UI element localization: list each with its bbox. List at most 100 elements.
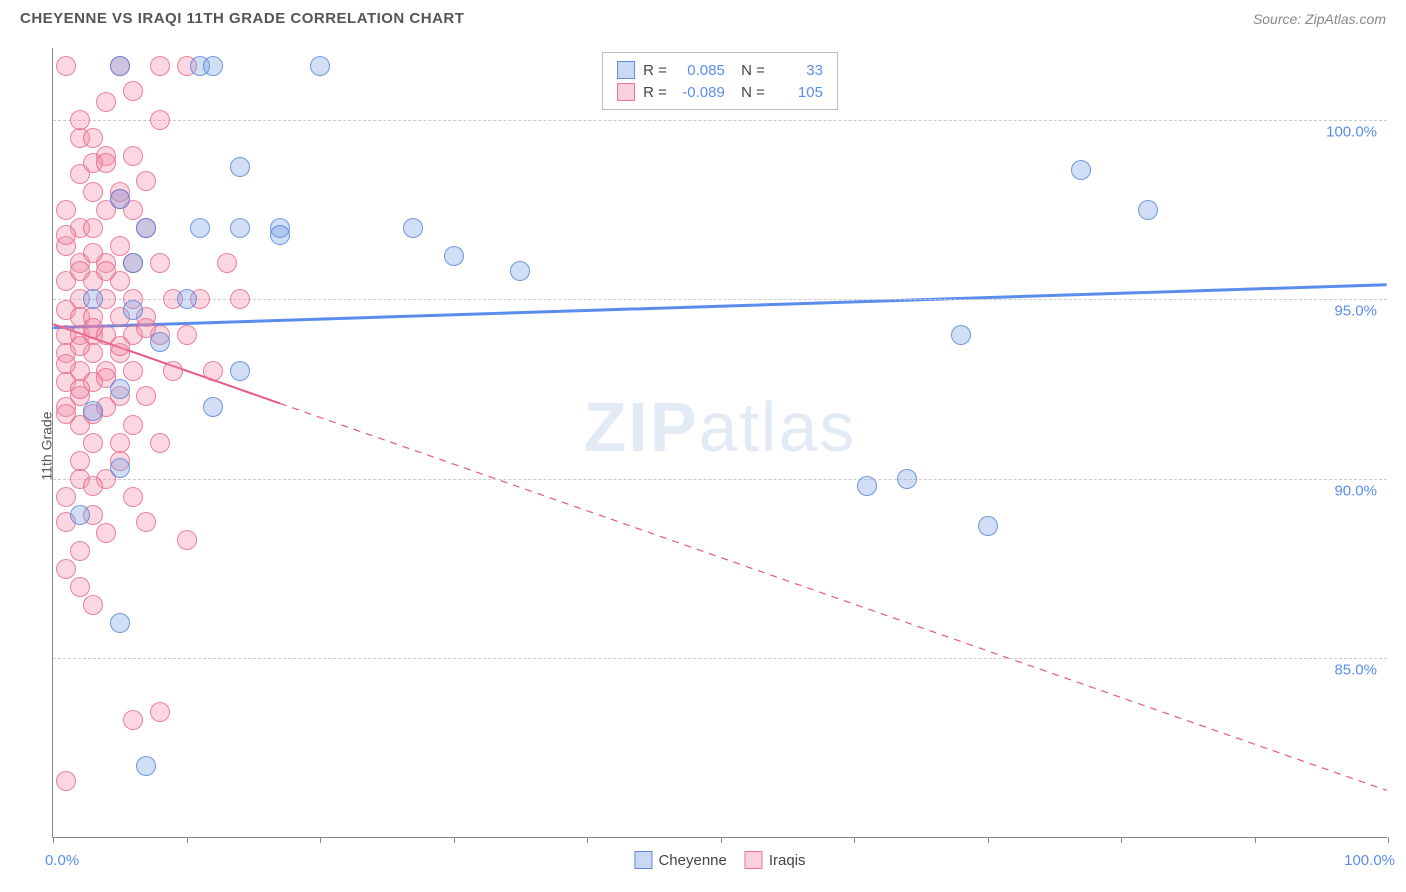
source-label: Source: ZipAtlas.com [1253, 11, 1386, 27]
data-point [70, 110, 90, 130]
data-point [136, 756, 156, 776]
y-tick-label: 85.0% [1334, 662, 1377, 679]
data-point [857, 476, 877, 496]
legend-item: Iraqis [745, 851, 806, 869]
x-tick-label: 0.0% [45, 852, 79, 869]
legend-stat-row: R = -0.089 N = 105 [617, 81, 823, 103]
n-label: N = [733, 84, 765, 101]
legend-swatch [745, 851, 763, 869]
data-point [897, 469, 917, 489]
data-point [123, 300, 143, 320]
r-value: -0.089 [675, 84, 725, 101]
data-point [190, 218, 210, 238]
data-point [136, 512, 156, 532]
data-point [96, 92, 116, 112]
x-tick [1255, 837, 1256, 843]
gridline [53, 479, 1387, 480]
data-point [83, 243, 103, 263]
y-tick-label: 90.0% [1334, 482, 1377, 499]
data-point [123, 81, 143, 101]
data-point [83, 433, 103, 453]
data-point [56, 200, 76, 220]
x-tick [53, 837, 54, 843]
legend-label: Cheyenne [658, 852, 726, 869]
data-point [56, 225, 76, 245]
data-point [951, 325, 971, 345]
data-point [110, 613, 130, 633]
data-point [230, 361, 250, 381]
legend-item: Cheyenne [634, 851, 726, 869]
data-point [203, 56, 223, 76]
legend-swatch [617, 83, 635, 101]
legend-stat-row: R = 0.085 N = 33 [617, 59, 823, 81]
r-label: R = [643, 62, 667, 79]
data-point [70, 261, 90, 281]
data-point [1071, 160, 1091, 180]
data-point [150, 332, 170, 352]
data-point [163, 361, 183, 381]
data-point [83, 128, 103, 148]
x-tick [988, 837, 989, 843]
r-label: R = [643, 84, 667, 101]
data-point [123, 487, 143, 507]
data-point [56, 559, 76, 579]
data-point [110, 189, 130, 209]
data-point [56, 404, 76, 424]
x-tick [454, 837, 455, 843]
data-point [83, 401, 103, 421]
data-point [217, 253, 237, 273]
data-point [310, 56, 330, 76]
data-point [70, 577, 90, 597]
data-point [123, 710, 143, 730]
data-point [177, 325, 197, 345]
x-tick [587, 837, 588, 843]
data-point [56, 56, 76, 76]
data-point [136, 218, 156, 238]
data-point [110, 56, 130, 76]
x-tick [320, 837, 321, 843]
data-point [123, 253, 143, 273]
data-point [270, 225, 290, 245]
data-point [510, 261, 530, 281]
n-label: N = [733, 62, 765, 79]
data-point [123, 146, 143, 166]
data-point [150, 110, 170, 130]
legend-label: Iraqis [769, 852, 806, 869]
y-tick-label: 100.0% [1326, 123, 1377, 140]
data-point [203, 397, 223, 417]
data-point [177, 289, 197, 309]
gridline [53, 299, 1387, 300]
data-point [203, 361, 223, 381]
data-point [230, 289, 250, 309]
data-point [70, 379, 90, 399]
data-point [56, 487, 76, 507]
r-value: 0.085 [675, 62, 725, 79]
data-point [230, 157, 250, 177]
legend-swatch [617, 61, 635, 79]
x-tick [187, 837, 188, 843]
data-point [83, 218, 103, 238]
data-point [136, 386, 156, 406]
data-point [150, 253, 170, 273]
data-point [83, 318, 103, 338]
data-point [1138, 200, 1158, 220]
watermark: ZIPatlas [584, 387, 857, 467]
legend-series: Cheyenne Iraqis [634, 851, 805, 869]
data-point [177, 530, 197, 550]
data-point [136, 171, 156, 191]
data-point [230, 218, 250, 238]
data-point [110, 379, 130, 399]
data-point [978, 516, 998, 536]
chart-plot-area: ZIPatlas R = 0.085 N = 33 R = -0.089 N =… [52, 48, 1387, 838]
data-point [70, 541, 90, 561]
x-tick-label: 100.0% [1344, 852, 1395, 869]
legend-swatch [634, 851, 652, 869]
data-point [83, 289, 103, 309]
data-point [96, 153, 116, 173]
x-tick [854, 837, 855, 843]
data-point [110, 458, 130, 478]
data-point [56, 771, 76, 791]
data-point [56, 354, 76, 374]
chart-title: CHEYENNE VS IRAQI 11TH GRADE CORRELATION… [20, 10, 464, 27]
x-tick [721, 837, 722, 843]
